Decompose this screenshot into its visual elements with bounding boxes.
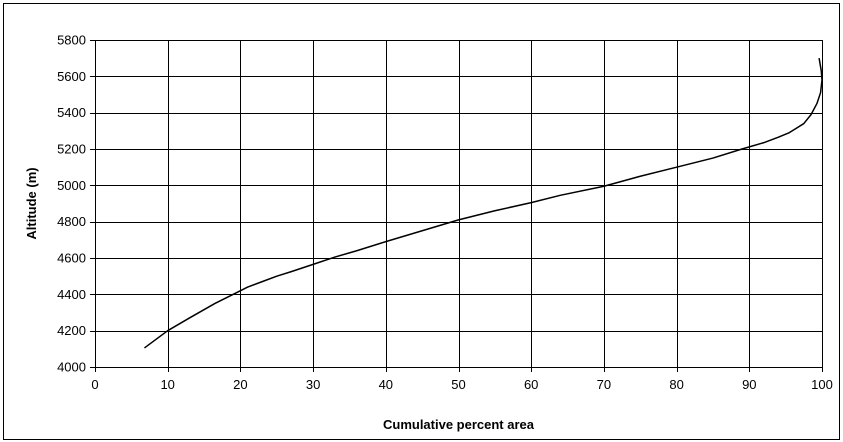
x-tick-label-10: 10 <box>160 377 174 392</box>
x-tick-label-70: 70 <box>597 377 611 392</box>
y-tick-label-5800: 5800 <box>57 33 86 48</box>
x-tick-label-0: 0 <box>91 377 98 392</box>
x-axis-title: Cumulative percent area <box>383 417 535 432</box>
x-tick-label-90: 90 <box>742 377 756 392</box>
x-tick-label-20: 20 <box>233 377 247 392</box>
y-tick-label-4200: 4200 <box>57 323 86 338</box>
x-tick-label-80: 80 <box>669 377 683 392</box>
x-tick-label-60: 60 <box>524 377 538 392</box>
y-tick-label-4400: 4400 <box>57 287 86 302</box>
y-tick-label-5200: 5200 <box>57 142 86 157</box>
x-tick-label-50: 50 <box>451 377 465 392</box>
y-tick-label-5600: 5600 <box>57 69 86 84</box>
tick-marks <box>90 40 823 372</box>
x-axis-tick-labels: 0 10 20 30 40 50 60 70 80 90 100 <box>91 377 832 392</box>
y-tick-label-5400: 5400 <box>57 105 86 120</box>
x-tick-label-100: 100 <box>811 377 833 392</box>
y-axis-tick-labels: 4000 4200 4400 4600 4800 5000 5200 5400 5600 5800 <box>57 33 86 375</box>
series-line-altitude <box>143 58 823 349</box>
y-tick-label-4600: 4600 <box>57 251 86 266</box>
y-tick-label-4800: 4800 <box>57 214 86 229</box>
y-tick-label-5000: 5000 <box>57 178 86 193</box>
y-tick-label-4000: 4000 <box>57 360 86 375</box>
y-axis-title: Altitude (m) <box>24 167 39 239</box>
x-tick-label-40: 40 <box>379 377 393 392</box>
plot-area <box>95 40 822 367</box>
x-tick-label-30: 30 <box>306 377 320 392</box>
